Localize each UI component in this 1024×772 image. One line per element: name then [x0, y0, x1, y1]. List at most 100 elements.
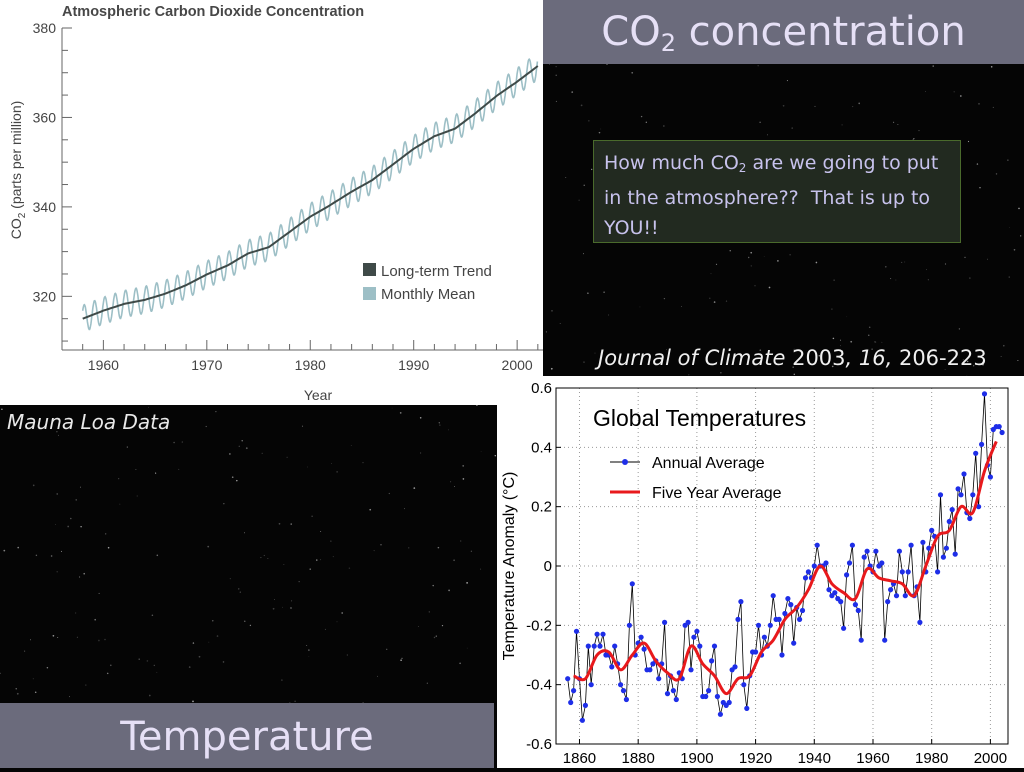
- annual-average-line: [567, 393, 1003, 721]
- star: [441, 624, 444, 627]
- co2-monthly-mean-line: [81, 58, 539, 331]
- star: [332, 556, 334, 558]
- mauna-loa-label: Mauna Loa Data: [7, 410, 171, 434]
- star: [831, 365, 834, 368]
- star: [229, 578, 231, 580]
- star: [858, 102, 861, 105]
- star: [608, 314, 610, 316]
- star: [377, 675, 378, 677]
- star: [932, 65, 934, 67]
- co2-axes: 320 340 360 380 1960 1970 1980 1990 2000: [33, 20, 543, 373]
- star: [663, 125, 665, 127]
- annual-average-point: [920, 539, 926, 545]
- annual-average-point: [799, 607, 806, 614]
- co2-chart-title: Atmospheric Carbon Dioxide Concentration: [62, 4, 364, 20]
- star: [362, 462, 364, 464]
- star: [715, 263, 718, 266]
- star: [309, 568, 311, 570]
- star: [439, 424, 441, 426]
- star: [846, 316, 848, 318]
- star: [283, 564, 285, 565]
- star: [3, 549, 6, 552]
- annual-average-point: [641, 646, 647, 652]
- star: [918, 130, 920, 132]
- star: [391, 407, 393, 409]
- co2-chart: Atmospheric Carbon Dioxide Concentration…: [8, 4, 543, 403]
- star: [164, 420, 166, 422]
- star: [56, 493, 58, 495]
- annual-average-point: [629, 581, 635, 587]
- legend-swatch-monthly: [363, 287, 376, 300]
- star: [433, 636, 436, 639]
- star: [466, 647, 468, 649]
- question-prefix: How much CO: [604, 152, 739, 174]
- annual-average-point: [885, 599, 891, 605]
- star: [181, 441, 183, 443]
- annual-average-point: [973, 450, 979, 456]
- star: [982, 363, 984, 366]
- star: [555, 100, 557, 102]
- star: [16, 692, 19, 695]
- star: [417, 626, 419, 628]
- star: [156, 554, 159, 557]
- annual-average-point: [896, 548, 902, 554]
- star: [754, 285, 756, 287]
- star: [386, 648, 388, 650]
- star: [76, 636, 78, 638]
- star: [973, 365, 975, 367]
- annual-average-point: [685, 619, 691, 625]
- star: [884, 265, 887, 268]
- star: [148, 694, 151, 697]
- star: [875, 341, 877, 343]
- star: [987, 258, 989, 260]
- star: [307, 466, 308, 468]
- star: [924, 91, 926, 92]
- star: [56, 571, 58, 573]
- star: [598, 131, 601, 134]
- star: [841, 350, 844, 353]
- legend-label-monthly: Monthly Mean: [381, 286, 475, 303]
- star: [46, 666, 49, 669]
- star: [571, 91, 574, 93]
- star: [419, 417, 422, 419]
- star: [153, 664, 155, 667]
- annual-average-point: [691, 634, 697, 640]
- annual-average-point: [861, 554, 867, 560]
- legend-swatch-trend: [363, 263, 376, 276]
- annual-average-point: [935, 569, 941, 575]
- star: [850, 340, 853, 343]
- star: [155, 472, 157, 474]
- star: [301, 425, 304, 427]
- temperature-x-tick-label: 1980: [915, 750, 948, 767]
- star: [138, 658, 140, 660]
- star: [944, 263, 947, 265]
- co2-x-tick-label: 1960: [88, 357, 119, 373]
- star: [681, 306, 682, 307]
- star: [927, 279, 929, 281]
- star: [208, 641, 210, 643]
- star: [146, 660, 149, 662]
- star: [110, 664, 112, 667]
- annual-average-point: [597, 643, 603, 649]
- star: [244, 532, 245, 534]
- annual-average-point: [981, 391, 988, 397]
- star: [223, 503, 225, 505]
- star: [408, 547, 410, 549]
- star: [555, 74, 557, 76]
- star: [639, 306, 641, 308]
- annual-average-point: [902, 593, 908, 599]
- annual-average-point: [662, 619, 668, 625]
- star: [426, 682, 428, 684]
- star: [578, 199, 580, 201]
- annual-average-point: [600, 631, 606, 637]
- co2-legend: Long-term Trend Monthly Mean: [363, 263, 492, 303]
- star: [750, 251, 753, 254]
- star: [768, 286, 771, 289]
- co2-title-suffix: concentration: [675, 9, 966, 55]
- star: [136, 495, 138, 497]
- annual-average-point: [585, 643, 591, 649]
- temperature-y-tick-label: -0.6: [526, 736, 552, 753]
- annual-average-point: [917, 619, 923, 625]
- star: [261, 452, 263, 454]
- annual-average-point: [697, 643, 703, 649]
